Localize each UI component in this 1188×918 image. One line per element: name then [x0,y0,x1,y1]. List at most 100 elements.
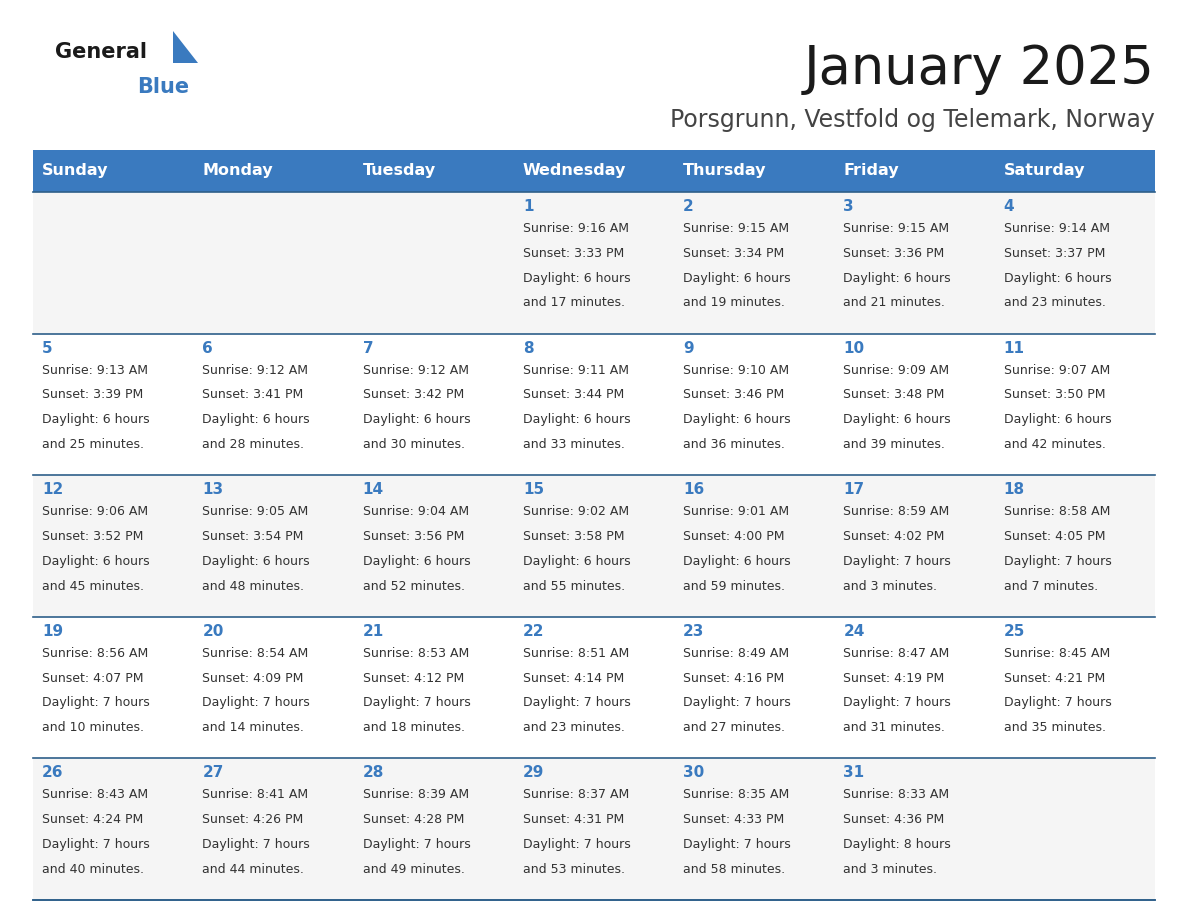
Text: Friday: Friday [843,163,899,178]
Text: Daylight: 6 hours: Daylight: 6 hours [843,272,952,285]
Text: Sunrise: 9:05 AM: Sunrise: 9:05 AM [202,505,309,518]
Text: 30: 30 [683,766,704,780]
Text: Sunset: 3:41 PM: Sunset: 3:41 PM [202,388,304,401]
Text: Sunset: 4:21 PM: Sunset: 4:21 PM [1004,672,1105,685]
Text: and 3 minutes.: and 3 minutes. [843,579,937,593]
Text: Daylight: 7 hours: Daylight: 7 hours [683,697,791,710]
Text: and 7 minutes.: and 7 minutes. [1004,579,1098,593]
Text: 7: 7 [362,341,373,355]
Text: Sunset: 3:46 PM: Sunset: 3:46 PM [683,388,784,401]
Text: Sunset: 4:28 PM: Sunset: 4:28 PM [362,813,465,826]
Text: Daylight: 6 hours: Daylight: 6 hours [202,413,310,426]
Text: Daylight: 7 hours: Daylight: 7 hours [202,838,310,851]
Text: Sunrise: 8:51 AM: Sunrise: 8:51 AM [523,647,630,660]
Text: Sunrise: 8:43 AM: Sunrise: 8:43 AM [42,789,148,801]
Text: and 27 minutes.: and 27 minutes. [683,722,785,734]
Text: Daylight: 6 hours: Daylight: 6 hours [683,413,791,426]
Text: Daylight: 6 hours: Daylight: 6 hours [523,413,631,426]
Text: Sunrise: 8:37 AM: Sunrise: 8:37 AM [523,789,630,801]
Bar [994,150,1155,192]
Text: Sunrise: 9:01 AM: Sunrise: 9:01 AM [683,505,789,518]
Text: Daylight: 6 hours: Daylight: 6 hours [523,272,631,285]
Text: Sunset: 3:58 PM: Sunset: 3:58 PM [523,530,625,543]
Text: 12: 12 [42,482,63,498]
Text: Sunrise: 9:04 AM: Sunrise: 9:04 AM [362,505,469,518]
Text: Sunrise: 9:12 AM: Sunrise: 9:12 AM [362,364,468,376]
Text: 5: 5 [42,341,52,355]
Text: Sunrise: 9:02 AM: Sunrise: 9:02 AM [523,505,628,518]
Text: Sunset: 3:52 PM: Sunset: 3:52 PM [42,530,144,543]
Text: 1: 1 [523,199,533,214]
Text: Sunrise: 9:07 AM: Sunrise: 9:07 AM [1004,364,1110,376]
Text: 18: 18 [1004,482,1025,498]
Text: Sunset: 4:26 PM: Sunset: 4:26 PM [202,813,304,826]
Text: Tuesday: Tuesday [362,163,436,178]
Text: Daylight: 6 hours: Daylight: 6 hours [42,554,150,568]
Text: Sunset: 4:16 PM: Sunset: 4:16 PM [683,672,784,685]
Text: and 23 minutes.: and 23 minutes. [523,722,625,734]
Text: Sunset: 4:07 PM: Sunset: 4:07 PM [42,672,144,685]
Text: Sunset: 4:14 PM: Sunset: 4:14 PM [523,672,624,685]
Text: Sunset: 3:34 PM: Sunset: 3:34 PM [683,247,784,260]
Text: Sunrise: 9:11 AM: Sunrise: 9:11 AM [523,364,628,376]
Bar [33,476,1155,617]
Text: Sunrise: 9:06 AM: Sunrise: 9:06 AM [42,505,148,518]
Text: and 49 minutes.: and 49 minutes. [362,863,465,876]
Text: 24: 24 [843,624,865,639]
Text: Daylight: 6 hours: Daylight: 6 hours [362,413,470,426]
Text: Daylight: 7 hours: Daylight: 7 hours [523,697,631,710]
Text: Daylight: 6 hours: Daylight: 6 hours [523,554,631,568]
Text: and 35 minutes.: and 35 minutes. [1004,722,1106,734]
Text: Daylight: 7 hours: Daylight: 7 hours [1004,554,1112,568]
Text: Sunset: 3:48 PM: Sunset: 3:48 PM [843,388,944,401]
Text: and 44 minutes.: and 44 minutes. [202,863,304,876]
Text: Sunrise: 8:54 AM: Sunrise: 8:54 AM [202,647,309,660]
Text: and 18 minutes.: and 18 minutes. [362,722,465,734]
Text: and 48 minutes.: and 48 minutes. [202,579,304,593]
Text: Sunrise: 9:16 AM: Sunrise: 9:16 AM [523,222,628,235]
Text: and 19 minutes.: and 19 minutes. [683,297,785,309]
Text: 14: 14 [362,482,384,498]
Text: Sunrise: 9:14 AM: Sunrise: 9:14 AM [1004,222,1110,235]
Text: Sunrise: 8:33 AM: Sunrise: 8:33 AM [843,789,949,801]
Text: and 55 minutes.: and 55 minutes. [523,579,625,593]
Text: Sunrise: 8:35 AM: Sunrise: 8:35 AM [683,789,789,801]
Text: Daylight: 7 hours: Daylight: 7 hours [362,838,470,851]
Text: Daylight: 7 hours: Daylight: 7 hours [362,697,470,710]
Text: 3: 3 [843,199,854,214]
Text: Daylight: 6 hours: Daylight: 6 hours [362,554,470,568]
Text: 2: 2 [683,199,694,214]
Text: Sunday: Sunday [42,163,108,178]
Bar [514,150,674,192]
Text: and 59 minutes.: and 59 minutes. [683,579,785,593]
Text: Sunset: 3:54 PM: Sunset: 3:54 PM [202,530,304,543]
Text: and 28 minutes.: and 28 minutes. [202,438,304,451]
Text: 4: 4 [1004,199,1015,214]
Text: Daylight: 6 hours: Daylight: 6 hours [1004,413,1111,426]
Bar [33,758,1155,900]
Text: 25: 25 [1004,624,1025,639]
Text: Daylight: 7 hours: Daylight: 7 hours [683,838,791,851]
Text: and 39 minutes.: and 39 minutes. [843,438,946,451]
Bar [194,150,354,192]
Text: Sunset: 4:12 PM: Sunset: 4:12 PM [362,672,463,685]
Text: Daylight: 8 hours: Daylight: 8 hours [843,838,952,851]
Text: Sunrise: 8:56 AM: Sunrise: 8:56 AM [42,647,148,660]
Text: 13: 13 [202,482,223,498]
Text: Wednesday: Wednesday [523,163,626,178]
Text: 21: 21 [362,624,384,639]
Text: and 25 minutes.: and 25 minutes. [42,438,144,451]
Text: and 17 minutes.: and 17 minutes. [523,297,625,309]
Text: Daylight: 7 hours: Daylight: 7 hours [843,697,952,710]
Text: and 21 minutes.: and 21 minutes. [843,297,946,309]
Text: Sunset: 3:42 PM: Sunset: 3:42 PM [362,388,463,401]
Text: 28: 28 [362,766,384,780]
Text: Sunrise: 9:15 AM: Sunrise: 9:15 AM [843,222,949,235]
Text: Monday: Monday [202,163,273,178]
Text: and 53 minutes.: and 53 minutes. [523,863,625,876]
Text: and 45 minutes.: and 45 minutes. [42,579,144,593]
Text: 29: 29 [523,766,544,780]
Text: Sunrise: 9:10 AM: Sunrise: 9:10 AM [683,364,789,376]
Text: and 33 minutes.: and 33 minutes. [523,438,625,451]
Text: and 30 minutes.: and 30 minutes. [362,438,465,451]
